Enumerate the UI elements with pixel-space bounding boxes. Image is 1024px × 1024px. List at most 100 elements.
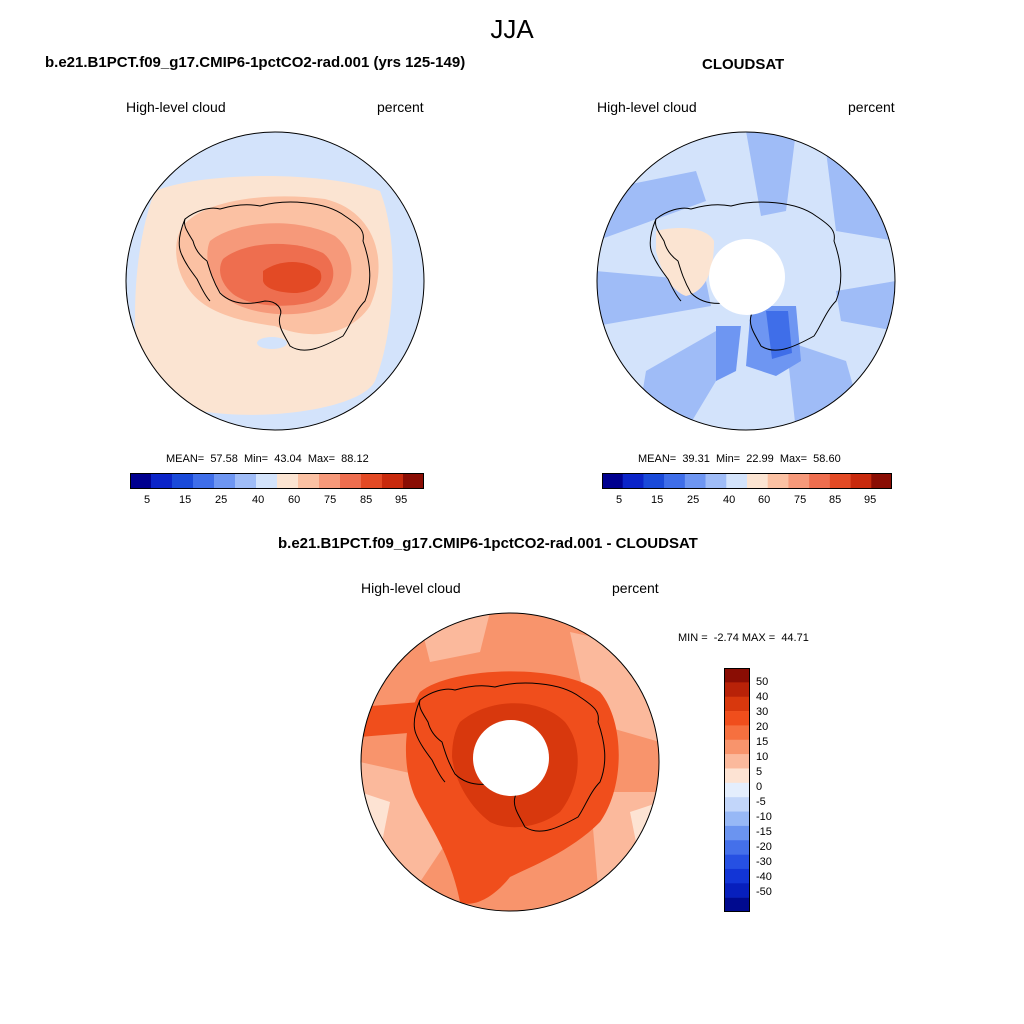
model-colorbar xyxy=(130,473,424,489)
model-colorbar-tick: 95 xyxy=(395,494,408,506)
obs-colorbar xyxy=(602,473,892,489)
model-colorbar-tick: 15 xyxy=(179,494,192,506)
colorbar-swatch xyxy=(724,696,750,712)
diff-map-border xyxy=(360,612,660,912)
diff-panel-title: b.e21.B1PCT.f09_g17.CMIP6-1pctCO2-rad.00… xyxy=(278,535,698,552)
diff-variable-label: High-level cloud xyxy=(361,580,461,596)
obs-polar-data-gap xyxy=(709,239,785,315)
colorbar-border xyxy=(602,473,892,489)
colorbar-swatch xyxy=(724,825,750,841)
colorbar-swatch xyxy=(788,473,810,489)
colorbar-swatch xyxy=(724,854,750,870)
obs-stats: MEAN= 39.31 Min= 22.99 Max= 58.60 xyxy=(638,453,841,465)
colorbar-swatch xyxy=(172,473,194,489)
model-colorbar-tick: 5 xyxy=(144,494,151,506)
colorbar-swatch xyxy=(277,473,299,489)
obs-colorbar-ticks: 5 15 25 40 60 75 85 95 xyxy=(602,494,892,510)
colorbar-swatch xyxy=(809,473,831,489)
diff-colorbar-tick: -15 xyxy=(756,826,772,838)
colorbar-swatch xyxy=(643,473,665,489)
colorbar-swatch xyxy=(193,473,215,489)
obs-peninsula-patch xyxy=(656,228,714,296)
model-pale-patch xyxy=(257,337,287,349)
diff-colorbar-tick: -10 xyxy=(756,811,772,823)
model-map-border xyxy=(125,131,425,431)
model-colorbar-tick: 85 xyxy=(360,494,373,506)
obs-colorbar-tick: 85 xyxy=(829,494,842,506)
colorbar-swatch xyxy=(684,473,706,489)
colorbar-swatch xyxy=(724,682,750,697)
model-panel-title: b.e21.B1PCT.f09_g17.CMIP6-1pctCO2-rad.00… xyxy=(45,54,466,71)
diff-colorbar-tick: 40 xyxy=(756,691,769,703)
diff-colorbar-tick: 10 xyxy=(756,751,769,763)
diff-colorbar-tick: -30 xyxy=(756,856,772,868)
colorbar-swatch xyxy=(767,473,789,489)
model-map xyxy=(125,131,425,431)
colorbar-swatch xyxy=(724,883,750,898)
colorbar-swatch xyxy=(726,473,748,489)
diff-colorbar-tick: -20 xyxy=(756,841,772,853)
colorbar-swatch xyxy=(747,473,769,489)
colorbar-swatch xyxy=(850,473,872,489)
model-coastline xyxy=(184,201,371,351)
colorbar-swatch xyxy=(724,739,750,755)
colorbar-swatch xyxy=(829,473,851,489)
colorbar-swatch xyxy=(724,897,750,912)
colorbar-swatch xyxy=(382,473,404,489)
diff-colorbar-ticks: 50 40 30 20 15 10 5 0 -5 -10 -15 -20 -30… xyxy=(756,676,796,908)
colorbar-swatch xyxy=(361,473,383,489)
obs-colorbar-tick: 5 xyxy=(616,494,623,506)
colorbar-swatch xyxy=(724,811,750,827)
page-title: JJA xyxy=(490,14,534,44)
colorbar-swatch xyxy=(724,868,750,884)
diff-colorbar-tick: 0 xyxy=(756,781,763,793)
colorbar-swatch xyxy=(403,473,424,489)
colorbar-swatch xyxy=(705,473,727,489)
obs-map-border xyxy=(596,131,896,431)
model-colorbar-tick: 75 xyxy=(324,494,337,506)
colorbar-swatch xyxy=(724,782,750,798)
colorbar-border xyxy=(724,668,750,912)
diff-stats: MIN = -2.74 MAX = 44.71 xyxy=(678,632,809,644)
diff-colorbar-tick: 50 xyxy=(756,676,769,688)
diff-colorbar-tick: -40 xyxy=(756,871,772,883)
colorbar-swatch xyxy=(724,754,750,769)
diff-colorbar-tick: -50 xyxy=(756,886,772,898)
colorbar-swatch xyxy=(724,668,750,683)
diff-map xyxy=(360,612,660,912)
obs-peninsula xyxy=(649,218,682,302)
colorbar-border xyxy=(130,473,424,489)
diff-colorbar-tick: 5 xyxy=(756,766,763,778)
obs-colorbar-tick: 60 xyxy=(758,494,771,506)
diff-colorbar-tick: 15 xyxy=(756,736,769,748)
colorbar-swatch xyxy=(871,473,892,489)
model-stats: MEAN= 57.58 Min= 43.04 Max= 88.12 xyxy=(166,453,369,465)
model-colorbar-tick: 25 xyxy=(215,494,228,506)
diff-peninsula xyxy=(413,699,446,783)
colorbar-swatch xyxy=(622,473,644,489)
colorbar-swatch xyxy=(151,473,173,489)
diff-units-label: percent xyxy=(612,580,659,596)
colorbar-swatch xyxy=(214,473,236,489)
obs-variable-label: High-level cloud xyxy=(597,99,697,115)
diff-polar-data-gap xyxy=(473,720,549,796)
obs-streak xyxy=(746,132,796,216)
colorbar-swatch xyxy=(298,473,320,489)
colorbar-swatch xyxy=(724,797,750,812)
obs-colorbar-tick: 25 xyxy=(687,494,700,506)
model-peninsula xyxy=(178,218,211,302)
obs-core xyxy=(766,311,792,359)
colorbar-swatch xyxy=(724,840,750,855)
obs-colorbar-tick: 40 xyxy=(723,494,736,506)
obs-units-label: percent xyxy=(848,99,895,115)
diff-colorbar-tick: 30 xyxy=(756,706,769,718)
obs-colorbar-tick: 15 xyxy=(651,494,664,506)
colorbar-swatch xyxy=(319,473,341,489)
colorbar-swatch xyxy=(602,473,624,489)
model-colorbar-tick: 60 xyxy=(288,494,301,506)
obs-dark-streak xyxy=(716,326,741,381)
model-units-label: percent xyxy=(377,99,424,115)
diff-colorbar-tick: 20 xyxy=(756,721,769,733)
colorbar-swatch xyxy=(130,473,152,489)
model-colorbar-ticks: 5 15 25 40 60 75 85 95 xyxy=(130,494,424,510)
